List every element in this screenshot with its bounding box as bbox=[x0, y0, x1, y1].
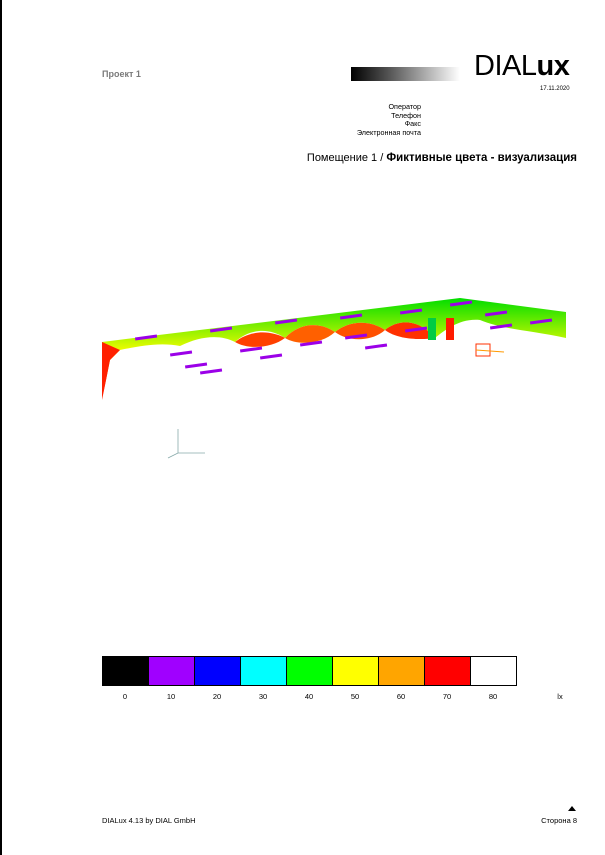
ceiling-arch-3 bbox=[335, 322, 385, 340]
column-structure bbox=[428, 318, 436, 340]
scale-swatch bbox=[241, 657, 287, 685]
ceiling-arch-1 bbox=[235, 332, 285, 347]
scale-swatch bbox=[333, 657, 379, 685]
scale-label: 40 bbox=[304, 692, 314, 701]
scale-unit: lx bbox=[557, 692, 563, 701]
left-wall-edge bbox=[102, 342, 120, 400]
scale-swatch bbox=[379, 657, 425, 685]
scale-swatch bbox=[149, 657, 195, 685]
scale-label: 0 bbox=[122, 692, 128, 701]
contact-phone: Телефон bbox=[391, 110, 421, 120]
page-title-room: Помещение 1 / bbox=[306, 152, 387, 164]
column-structure-2 bbox=[446, 318, 454, 340]
page-title: Помещение 1 / Фиктивные цвета - визуализ… bbox=[307, 152, 577, 164]
contact-operator: Оператор bbox=[388, 102, 421, 111]
contact-email: Электронная почта bbox=[356, 127, 421, 137]
scale-swatch bbox=[195, 657, 241, 685]
page-left-border bbox=[0, 0, 2, 855]
window-frame bbox=[475, 343, 505, 357]
page-title-view: Фиктивные цвета - визуализация bbox=[386, 152, 577, 164]
scale-label: 10 bbox=[166, 692, 176, 701]
page-marker-icon bbox=[568, 806, 576, 811]
scale-label: 70 bbox=[442, 692, 452, 701]
report-date: 17.11.2020 bbox=[540, 86, 570, 92]
dialux-logo: DIALux bbox=[474, 50, 570, 82]
footer-software: DIALux 4.13 by DIAL GmbH bbox=[102, 816, 196, 825]
axis-indicator bbox=[167, 429, 205, 459]
project-name: Проект 1 bbox=[102, 69, 141, 79]
scale-label: 80 bbox=[488, 692, 498, 701]
scale-label: 20 bbox=[212, 692, 222, 701]
scale-label: 30 bbox=[258, 692, 268, 701]
color-scale bbox=[102, 656, 517, 686]
false-color-rendering bbox=[102, 298, 566, 400]
footer-page-number: Сторона 8 bbox=[541, 816, 577, 825]
scale-swatch bbox=[425, 657, 471, 685]
ceiling-arch-2 bbox=[285, 325, 335, 343]
scale-label: 60 bbox=[396, 692, 406, 701]
contact-block: Оператор Телефон Факс Электронная почта bbox=[356, 102, 421, 137]
logo-part-bold: ux bbox=[536, 50, 570, 82]
luminaires bbox=[134, 300, 553, 375]
scale-swatch bbox=[103, 657, 149, 685]
scale-label: 50 bbox=[350, 692, 360, 701]
contact-fax: Факс bbox=[404, 119, 421, 129]
color-scale-labels: 0 10 20 30 40 50 60 70 80 lx bbox=[0, 692, 605, 704]
logo-part-thin: DIAL bbox=[474, 50, 537, 82]
scale-swatch bbox=[471, 657, 516, 685]
header-gradient-bar bbox=[351, 67, 460, 81]
scale-swatch bbox=[287, 657, 333, 685]
